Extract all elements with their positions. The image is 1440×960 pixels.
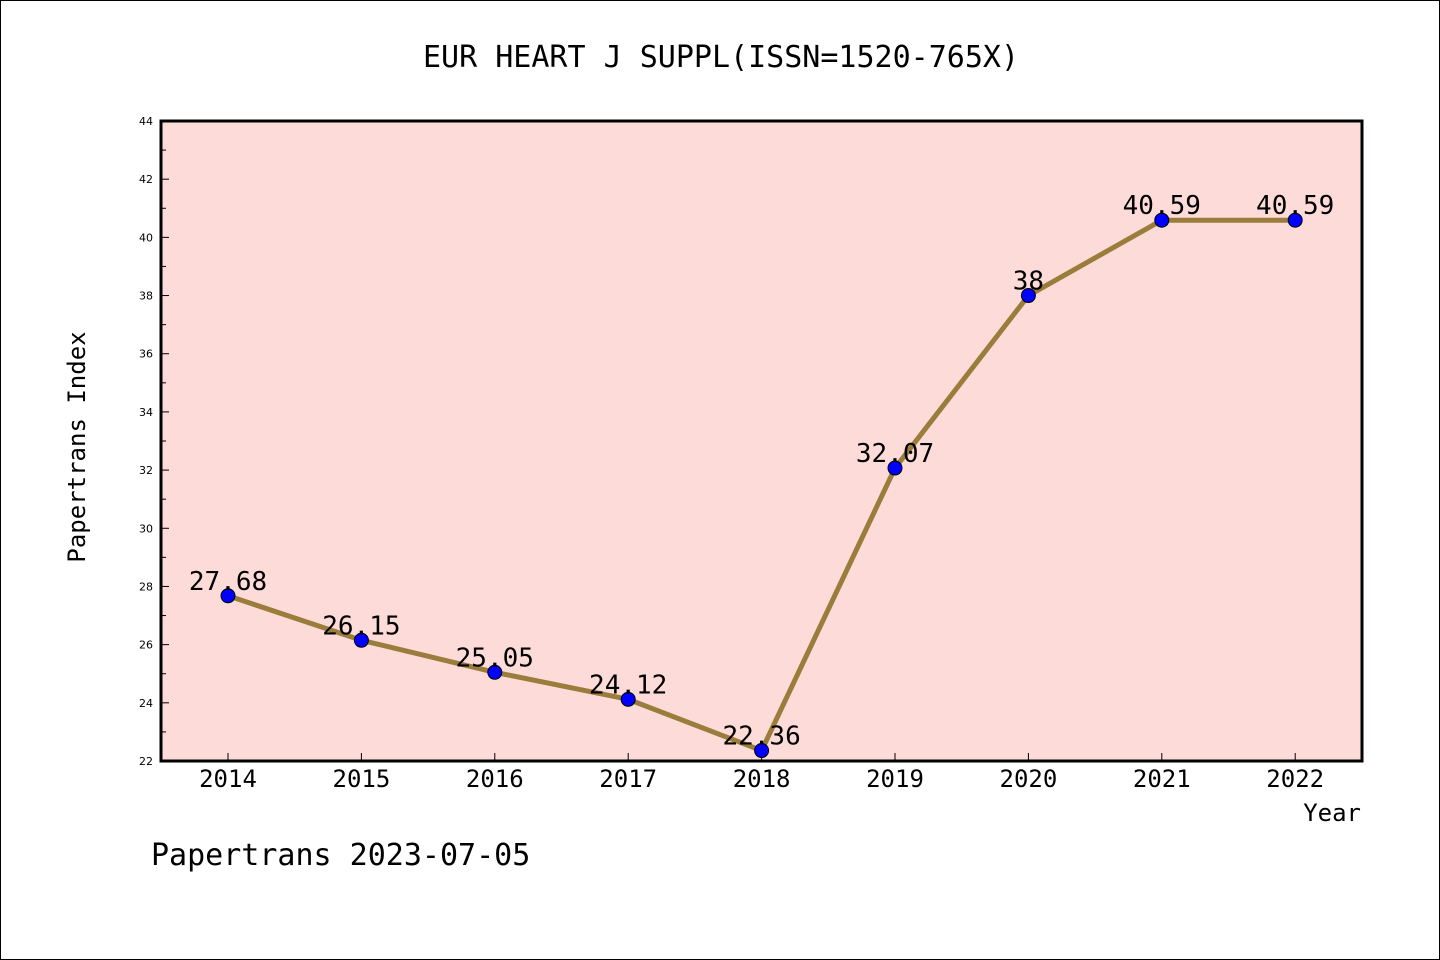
x-tick-label: 2019 [866,765,924,793]
data-point [1020,288,1036,304]
y-tick-label: 26 [139,639,153,652]
data-label: 32.07 [856,439,934,469]
data-point [754,743,770,759]
data-point [1154,212,1170,228]
data-label: 40.59 [1256,191,1334,221]
y-axis-ticks: 22 24 26 28 30 32 34 36 38 40 42 44 [139,115,169,768]
data-point [353,632,369,648]
data-point [220,588,236,604]
y-tick-label: 36 [139,348,153,361]
y-tick-label: 30 [139,522,153,535]
y-tick-label: 42 [139,173,153,186]
data-label: 24.12 [589,670,667,700]
x-tick-label: 2017 [599,765,657,793]
y-tick-label: 38 [139,290,153,303]
footer-credit: Papertrans 2023-07-05 [151,838,530,873]
y-tick-label: 28 [139,580,153,593]
data-series: 27.68 26.15 25.05 24.12 22.36 32.07 38 40.59 40.… [189,191,1334,759]
y-tick-label: 22 [139,755,153,768]
x-tick-label: 2016 [466,765,524,793]
chart-title: EUR HEART J SUPPL(ISSN=1520-765X) [423,40,1019,75]
x-tick-label: 2015 [333,765,391,793]
data-point [487,664,503,680]
x-axis-label: Year [1303,799,1361,827]
x-tick-label: 2020 [1000,765,1058,793]
x-tick-label: 2021 [1133,765,1191,793]
y-tick-label: 32 [139,464,153,477]
y-tick-label: 34 [139,406,153,419]
y-tick-label: 40 [139,231,153,244]
data-label: 38 [1013,267,1044,297]
data-point [887,460,903,476]
x-tick-label: 2014 [199,765,257,793]
data-label: 22.36 [722,722,800,752]
y-axis-label: Papertrans Index [63,331,91,562]
data-label: 27.68 [189,567,267,597]
data-label: 25.05 [456,643,534,673]
x-axis-ticks: 2014 2015 2016 2017 2018 2019 2020 2021 2022 [199,753,1324,793]
data-point [1287,212,1303,228]
x-tick-label: 2018 [733,765,791,793]
data-label: 26.15 [322,611,400,641]
data-label: 40.59 [1123,191,1201,221]
data-point [620,691,636,707]
plot-frame [159,119,1364,763]
y-tick-label: 24 [139,697,153,710]
y-tick-label: 44 [139,115,153,128]
x-tick-label: 2022 [1266,765,1324,793]
